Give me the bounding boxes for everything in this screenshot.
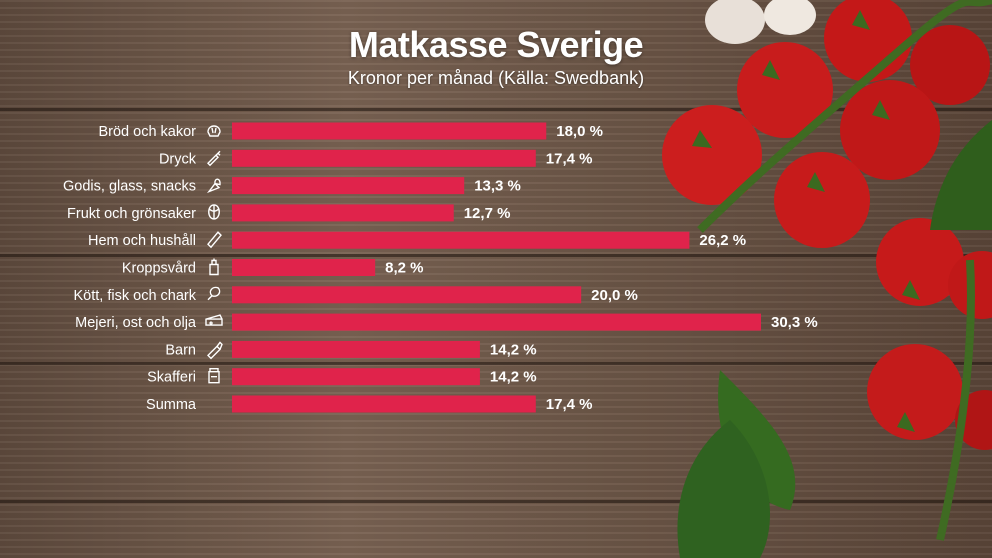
category-label: Hem och hushåll [88, 233, 196, 249]
bar [232, 340, 480, 358]
category-label: Dryck [159, 151, 197, 167]
value-label: 14,2 % [490, 369, 537, 386]
category-label: Kött, fisk och chark [74, 288, 197, 304]
sponge-icon [207, 231, 222, 249]
baby-bottle-icon [207, 341, 223, 360]
value-label: 8,2 % [385, 260, 423, 277]
value-label: 20,0 % [591, 287, 638, 304]
value-label: 14,2 % [490, 341, 537, 358]
category-label: Kroppsvård [122, 261, 196, 277]
bar [232, 259, 376, 276]
value-label: 26,2 % [699, 232, 746, 249]
bar [232, 286, 582, 304]
cabbage-icon [208, 204, 220, 220]
drumstick-icon [207, 286, 221, 301]
value-label: 30,3 % [771, 314, 818, 331]
tomatoes-decoration [662, 0, 992, 541]
bottle-icon [207, 150, 221, 167]
ice-cream-icon [206, 178, 221, 194]
bar [232, 395, 536, 413]
category-label: Summa [146, 397, 197, 413]
jar-icon [208, 368, 220, 384]
category-label: Frukt och grönsaker [67, 206, 196, 222]
bread-icon [207, 125, 221, 137]
category-label: Skafferi [147, 370, 196, 386]
bar [232, 122, 547, 140]
category-label: Godis, glass, snacks [63, 179, 196, 195]
value-label: 17,4 % [546, 150, 593, 167]
value-label: 17,4 % [546, 396, 593, 413]
chart-title: Matkasse Sverige [348, 24, 644, 65]
chart-subtitle: Kronor per månad (Källa: Swedbank) [347, 68, 645, 88]
bar [232, 231, 690, 249]
bar [232, 204, 454, 222]
category-label: Barn [165, 342, 196, 358]
category-label: Bröd och kakor [98, 124, 196, 140]
bar [232, 368, 480, 386]
bar [232, 149, 536, 167]
bar [232, 313, 761, 331]
value-label: 13,3 % [474, 178, 521, 195]
category-label: Mejeri, ost och olja [75, 315, 197, 331]
value-label: 18,0 % [556, 123, 603, 140]
spinach-decoration [677, 120, 992, 558]
bar [232, 177, 465, 195]
value-label: 12,7 % [464, 205, 511, 222]
lotion-icon [209, 258, 219, 276]
cheese-icon [205, 314, 223, 326]
